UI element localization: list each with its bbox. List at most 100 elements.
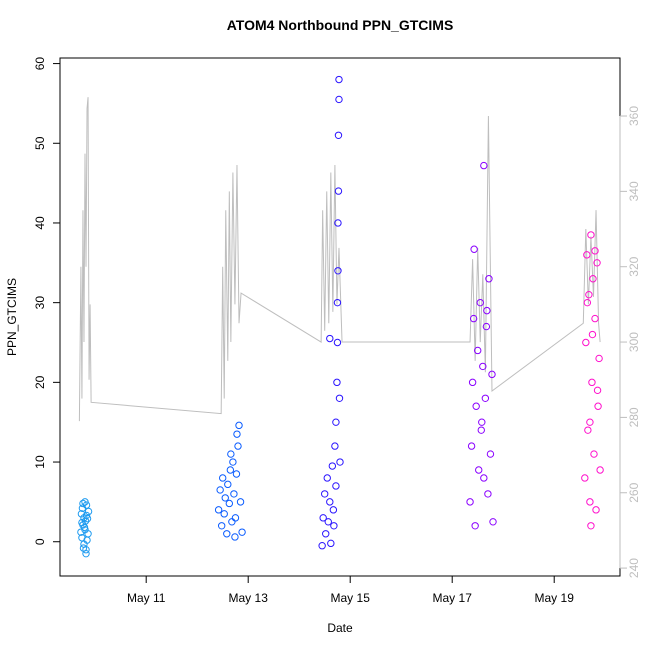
scatter-point [332,418,340,426]
y-tick-label: 30 [33,296,47,310]
y2-tick-label: 360 [627,106,641,126]
scatter-point [326,334,334,343]
scatter-point [593,259,601,267]
x-tick-label: May 17 [433,591,473,605]
scatter-point [472,402,480,410]
scatter-point [594,402,602,410]
scatter-point [591,247,599,255]
scatter-point [489,518,497,526]
x-axis-label: Date [327,621,353,635]
scatter-point [77,510,86,518]
y2-tick-label: 240 [627,558,641,578]
x-tick-label: May 13 [229,591,269,605]
scatter-point [81,517,90,525]
scatter-point [323,474,331,482]
scatter-point [228,518,236,526]
scatter-point [324,518,332,526]
scatter-point [233,430,241,438]
scatter-point [583,298,592,307]
scatter-point [480,474,488,482]
scatter-point [326,498,334,506]
scatter-point [334,131,343,140]
scatter-point [588,330,597,339]
scatter-point [592,506,600,514]
y-tick-label: 40 [33,216,47,230]
y-tick-label: 10 [33,455,47,469]
scatter-point [583,251,591,259]
scatter-point [231,533,239,541]
scatter-point [78,518,86,527]
scatter-point [586,498,594,506]
scatter-point [223,530,231,538]
scatter-point [82,511,91,520]
scatter-point [238,528,246,536]
scatter-point [225,499,234,508]
scatter-point [335,95,343,104]
scatter-point [334,219,342,227]
scatter-point [77,528,85,536]
scatter-point [596,466,604,474]
y-tick-label: 60 [33,57,47,71]
scatter-point [322,530,330,538]
x-tick-label: May 11 [127,591,166,605]
scatter-point [584,426,592,434]
scatter-point [332,482,340,490]
scatter-point [82,501,91,509]
scatter-point [483,306,491,315]
scatter-point [236,498,245,506]
y2-tick-label: 320 [627,256,641,276]
scatter-point [234,442,242,450]
y2-tick-label: 260 [627,482,641,502]
scatter-point [335,394,344,402]
chart-title: ATOM4 Northbound PPN_GTCIMS [227,17,454,33]
scatter-point [84,507,93,516]
scatter-point [582,338,590,347]
y-axis-label: PPN_GTCIMS [5,278,19,356]
scatter-point [229,458,237,466]
scatter-point [467,442,476,450]
scatter-point [591,314,599,323]
scatter-point [319,514,327,522]
scatter-point [335,75,343,84]
scatter-point [216,486,224,494]
scatter-point [469,314,478,323]
scatter-point [83,514,92,523]
scatter-point [226,466,235,474]
scatter-point [318,542,326,550]
scatter-point [593,386,602,395]
scatter-point [328,462,337,470]
scatter-point [235,421,243,430]
line-series [78,97,601,422]
scatter-point [330,522,338,530]
scatter-point [217,522,226,530]
scatter-point [231,514,240,522]
scatter-point [320,490,329,498]
scatter-point [585,290,593,299]
scatter-point [79,499,87,508]
scatter-point [488,370,496,379]
scatter-point [581,474,589,482]
scatter-point [587,231,595,239]
scatter-point [218,474,227,482]
scatter-point [227,450,235,458]
scatter-point [336,458,344,466]
scatter-point [476,298,484,307]
y2-tick-label: 300 [627,332,641,352]
scatter-point [485,275,493,283]
plot-frame [59,57,621,577]
scatter-point [333,298,342,307]
scatter-point [586,418,594,426]
scatter-point [232,470,241,478]
y-tick-label: 20 [33,375,47,389]
scatter-point [590,450,598,458]
scatter-point [475,466,483,474]
scatter-point [478,418,486,426]
scatter-point [333,338,342,347]
scatter-point [329,506,338,514]
scatter-point [480,161,488,170]
y-tick-label: 50 [33,136,47,150]
scatter-point [334,187,343,195]
scatter-point [333,378,341,387]
scatter-point [331,442,339,450]
